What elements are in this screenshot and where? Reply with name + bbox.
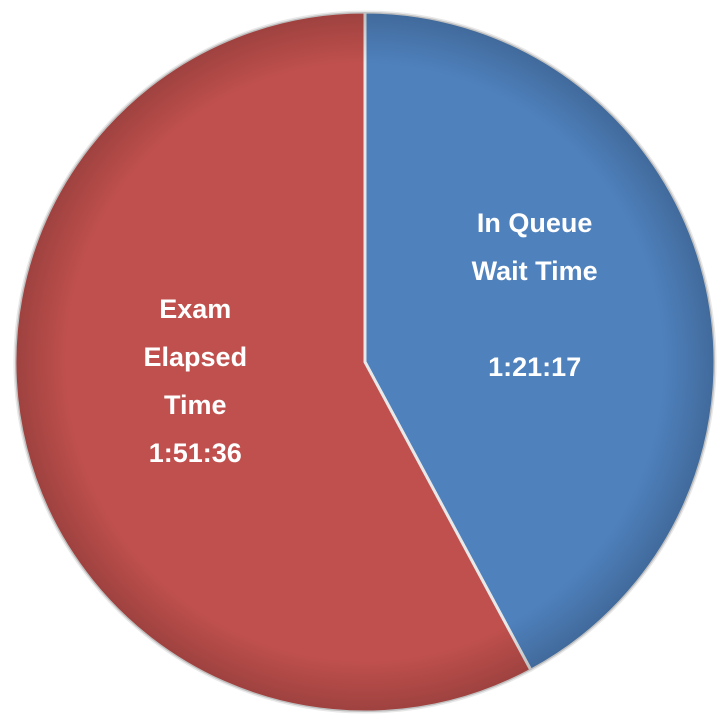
slice-label: In Queue Wait Time xyxy=(471,208,598,287)
slice-label: Exam Elapsed Time xyxy=(143,293,248,420)
slice-value: 1:51:36 xyxy=(148,437,242,468)
slice-value: 1:21:17 xyxy=(488,352,582,383)
